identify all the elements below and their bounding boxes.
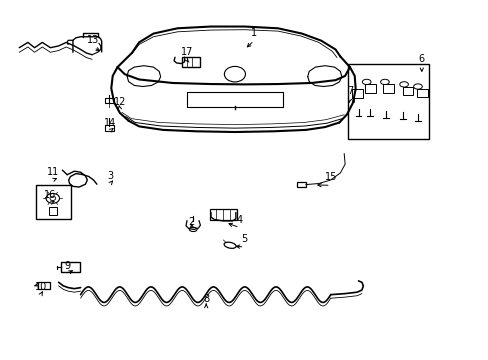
Bar: [383, 84, 393, 93]
Bar: [209, 209, 237, 220]
Text: 3: 3: [107, 171, 113, 181]
Bar: [182, 57, 200, 67]
Text: 8: 8: [203, 294, 209, 304]
Bar: [365, 84, 375, 93]
Bar: [39, 282, 50, 289]
Bar: [402, 86, 412, 95]
Text: 6: 6: [418, 54, 424, 64]
Text: 7: 7: [346, 86, 352, 96]
Text: 2: 2: [188, 217, 195, 226]
Text: 17: 17: [181, 47, 193, 57]
Bar: [36, 185, 70, 219]
Bar: [297, 182, 305, 187]
Bar: [351, 89, 362, 98]
Text: 12: 12: [114, 96, 126, 107]
Text: 5: 5: [241, 234, 247, 244]
Text: 15: 15: [324, 172, 336, 183]
Bar: [49, 207, 57, 215]
Text: 10: 10: [35, 282, 47, 292]
Text: 13: 13: [87, 35, 100, 45]
Bar: [104, 98, 114, 103]
Text: 16: 16: [44, 190, 57, 200]
Bar: [416, 89, 427, 98]
Text: 9: 9: [64, 261, 70, 271]
Text: 14: 14: [104, 118, 116, 128]
Bar: [347, 64, 428, 139]
Bar: [61, 262, 80, 273]
Text: 1: 1: [250, 28, 257, 38]
Text: 11: 11: [46, 167, 59, 177]
Text: 4: 4: [236, 215, 242, 225]
Bar: [104, 125, 114, 131]
